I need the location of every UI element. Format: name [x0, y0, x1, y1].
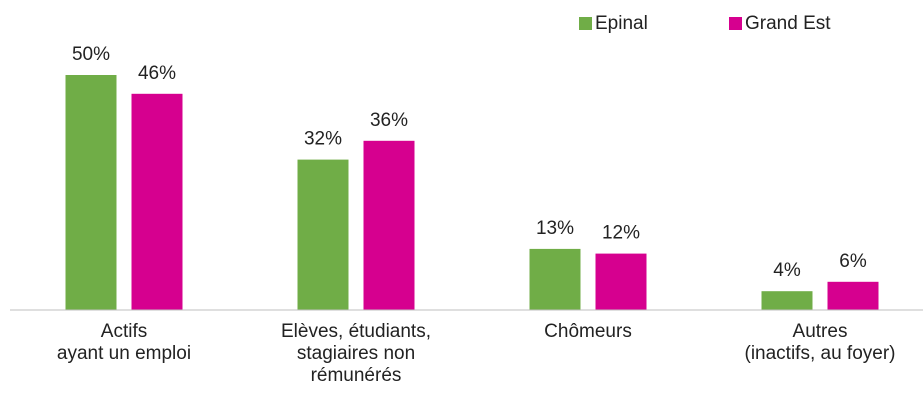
data-label: 13%: [536, 218, 574, 239]
bar: [827, 281, 879, 310]
legend-label: Epinal: [595, 13, 648, 34]
data-label: 36%: [370, 110, 408, 131]
bar: [297, 159, 349, 310]
x-tick-label: Autres (inactifs, au foyer): [744, 321, 896, 364]
bar: [595, 253, 647, 310]
data-label: 46%: [138, 63, 176, 84]
bar: [65, 75, 117, 310]
data-label: 4%: [773, 260, 801, 281]
data-label: 50%: [72, 44, 110, 65]
data-label: 6%: [839, 251, 867, 272]
data-label: 32%: [304, 129, 342, 150]
legend-swatch: [579, 17, 592, 30]
x-tick-label: Chômeurs: [544, 321, 632, 342]
legend-label: Grand Est: [745, 13, 831, 34]
bar: [529, 248, 581, 310]
x-tick-label: Actifs ayant un emploi: [56, 321, 192, 364]
x-tick-label: Elèves, étudiants, stagiaires non rémuné…: [281, 321, 431, 386]
data-label: 12%: [602, 223, 640, 244]
legend-swatch: [729, 17, 742, 30]
bar: [131, 93, 183, 310]
bar: [363, 140, 415, 310]
bar: [761, 291, 813, 310]
